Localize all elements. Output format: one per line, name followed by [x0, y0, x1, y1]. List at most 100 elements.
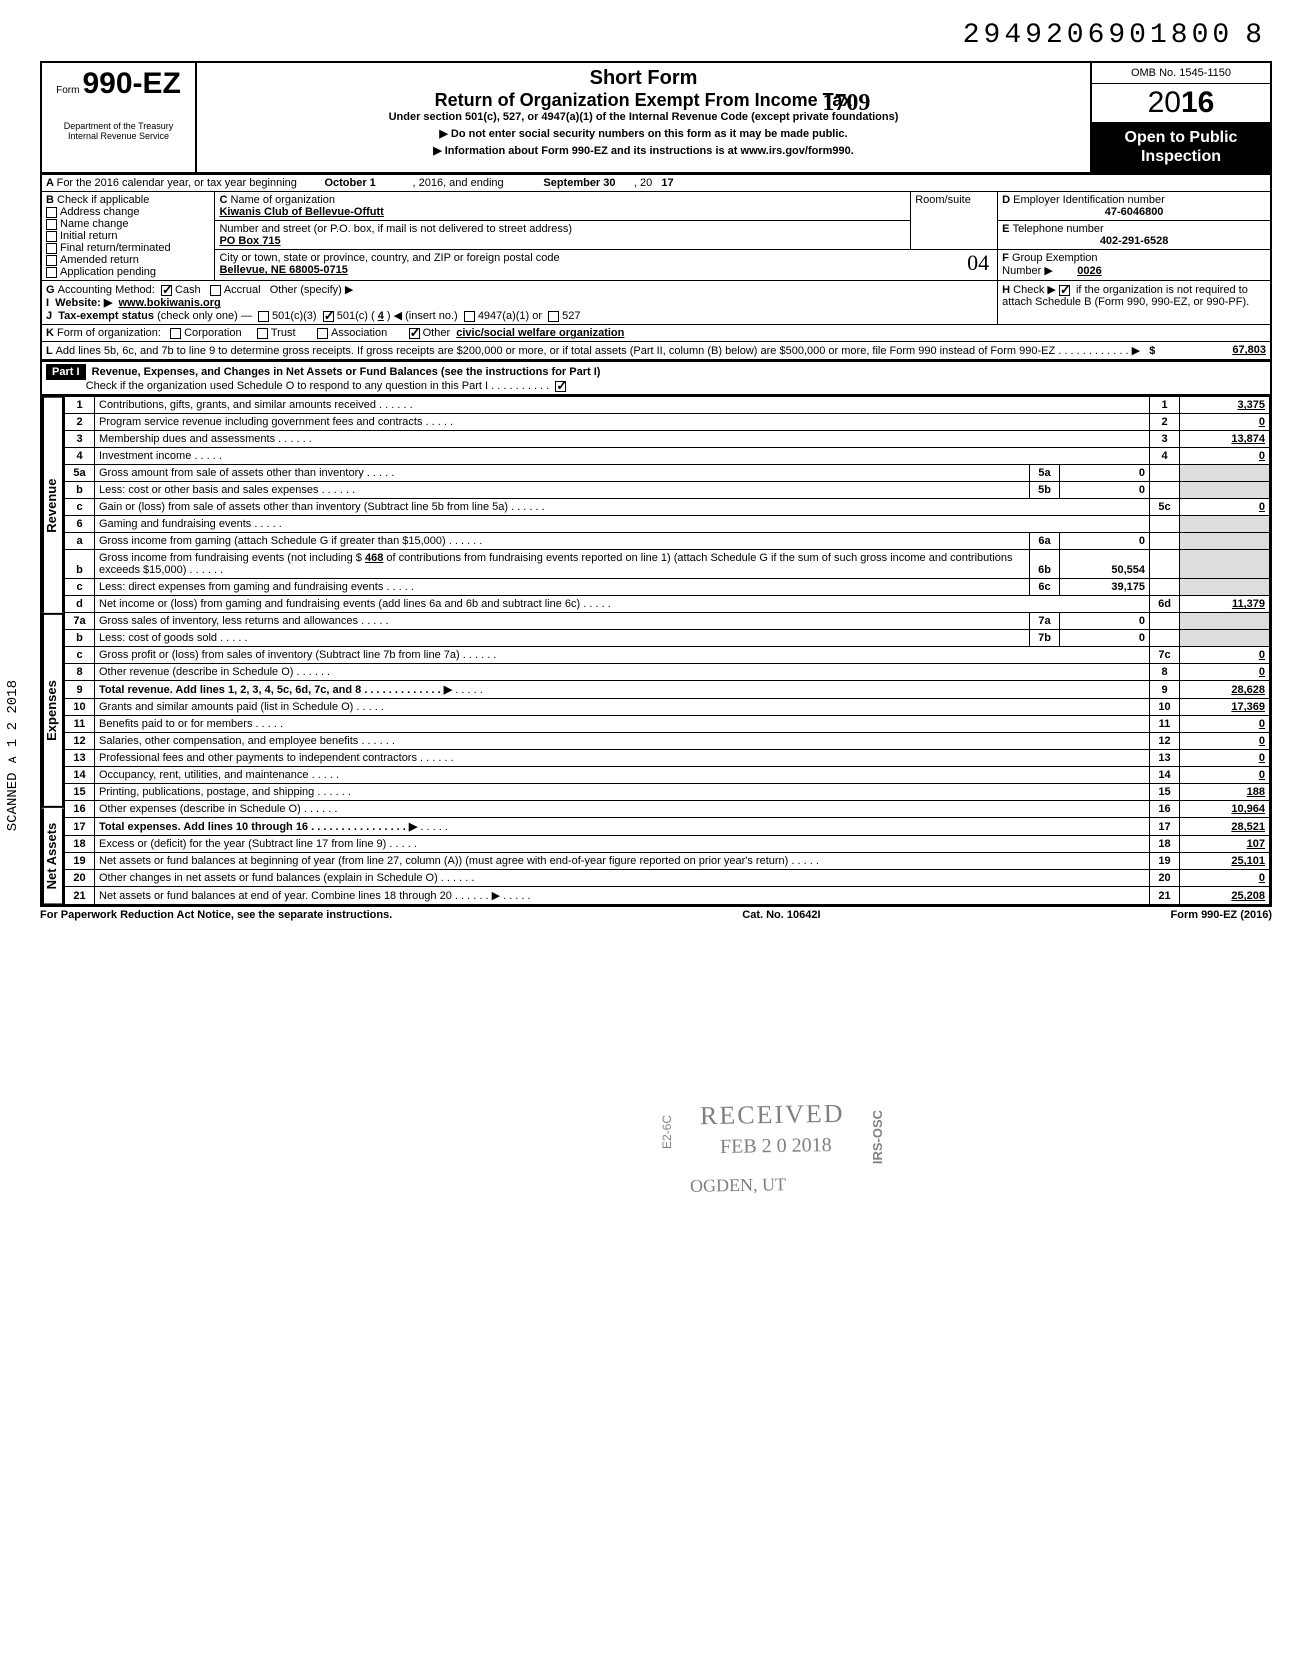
line-number: 11 — [65, 716, 95, 733]
section-e: E Telephone number 402-291-6528 — [998, 221, 1271, 250]
checkbox-501c[interactable] — [323, 311, 334, 322]
section-c-addr: Number and street (or P.O. box, if mail … — [215, 221, 911, 250]
line-number: c — [65, 579, 95, 596]
j-501c-num: 4 — [378, 310, 384, 322]
section-k: K Form of organization: Corporation Trus… — [41, 325, 1271, 342]
f-label: Group Exemption — [1012, 252, 1098, 264]
line-number: 7a — [65, 613, 95, 630]
line-amount: 0 — [1180, 448, 1270, 465]
line-items-table: 1Contributions, gifts, grants, and simil… — [64, 396, 1270, 905]
checkbox-other-org[interactable] — [409, 328, 420, 339]
line-amount: 0 — [1180, 647, 1270, 664]
line-amount: 10,964 — [1180, 801, 1270, 818]
line-row: 21Net assets or fund balances at end of … — [65, 887, 1270, 905]
grey-cell — [1180, 465, 1270, 482]
h-text: Check ▶ — [1013, 284, 1056, 296]
grey-cell — [1180, 613, 1270, 630]
line-number: 9 — [65, 681, 95, 699]
line-row: 2Program service revenue including gover… — [65, 414, 1270, 431]
sub-amount: 0 — [1060, 630, 1150, 647]
line-desc: Salaries, other compensation, and employ… — [95, 733, 1150, 750]
line-row: 1Contributions, gifts, grants, and simil… — [65, 397, 1270, 414]
line-number: 17 — [65, 818, 95, 836]
line-a-start: October 1 — [324, 177, 375, 189]
section-b: B Check if applicable Address change Nam… — [41, 192, 215, 281]
section-f: F Group Exemption Number ▶ 0026 — [998, 250, 1271, 281]
line-row: 6Gaming and fundraising events . . . . . — [65, 516, 1270, 533]
checkbox-accrual[interactable] — [210, 285, 221, 296]
line-desc: Grants and similar amounts paid (list in… — [95, 699, 1150, 716]
form-prefix: Form — [56, 85, 79, 96]
section-c-name: C Name of organization Kiwanis Club of B… — [215, 192, 911, 221]
checkbox-527[interactable] — [548, 311, 559, 322]
sub-box-number: 7b — [1030, 630, 1060, 647]
line-row: bGross income from fundraising events (n… — [65, 550, 1270, 579]
grey-cell — [1150, 465, 1180, 482]
checkbox-corp[interactable] — [170, 328, 181, 339]
line-desc: Total revenue. Add lines 1, 2, 3, 4, 5c,… — [95, 681, 1150, 699]
line-number: 19 — [65, 853, 95, 870]
stamp-e2: E2-6C — [660, 1115, 674, 1149]
line-number: 10 — [65, 699, 95, 716]
grey-cell — [1180, 579, 1270, 596]
line-row: 15Printing, publications, postage, and s… — [65, 784, 1270, 801]
checkbox-pending[interactable] — [46, 267, 57, 278]
line-number: 18 — [65, 836, 95, 853]
title-return: Return of Organization Exempt From Incom… — [435, 90, 853, 110]
line-a: A For the 2016 calendar year, or tax yea… — [41, 175, 1271, 192]
box-number: 14 — [1150, 767, 1180, 784]
line-amount: 28,521 — [1180, 818, 1270, 836]
line-desc: Other revenue (describe in Schedule O) .… — [95, 664, 1150, 681]
sub-box-number: 7a — [1030, 613, 1060, 630]
dept-treasury: Department of the Treasury — [46, 121, 191, 131]
checkbox-trust[interactable] — [257, 328, 268, 339]
box-number: 6d — [1150, 596, 1180, 613]
grey-cell — [1180, 533, 1270, 550]
line-amount: 0 — [1180, 414, 1270, 431]
line-desc: Investment income . . . . . — [95, 448, 1150, 465]
line-desc: Other expenses (describe in Schedule O) … — [95, 801, 1150, 818]
open-line1: Open to Public — [1125, 129, 1238, 146]
line-desc: Gross sales of inventory, less returns a… — [95, 613, 1030, 630]
line-row: 12Salaries, other compensation, and empl… — [65, 733, 1270, 750]
checkbox-schedule-o[interactable] — [555, 381, 566, 392]
line-row: 13Professional fees and other payments t… — [65, 750, 1270, 767]
checkbox-assoc[interactable] — [317, 328, 328, 339]
line-amount: 13,874 — [1180, 431, 1270, 448]
checkbox-name-change[interactable] — [46, 219, 57, 230]
phone-value: 402-291-6528 — [1002, 235, 1266, 247]
checkbox-schedule-b[interactable] — [1059, 285, 1070, 296]
checkbox-final-return[interactable] — [46, 243, 57, 254]
section-d: D Employer Identification number 47-6046… — [998, 192, 1271, 221]
line-number: b — [65, 550, 95, 579]
line-desc: Professional fees and other payments to … — [95, 750, 1150, 767]
checkbox-cash[interactable] — [161, 285, 172, 296]
checkbox-address-change[interactable] — [46, 207, 57, 218]
line-desc: Occupancy, rent, utilities, and maintena… — [95, 767, 1150, 784]
j-527: 527 — [562, 310, 580, 322]
box-number: 16 — [1150, 801, 1180, 818]
line-desc: Other changes in net assets or fund bala… — [95, 870, 1150, 887]
line-desc: Net assets or fund balances at end of ye… — [95, 887, 1150, 905]
line-number: 13 — [65, 750, 95, 767]
checkbox-4947[interactable] — [464, 311, 475, 322]
line-a-end: September 30 — [543, 177, 615, 189]
checkbox-amended[interactable] — [46, 255, 57, 266]
line-number: 16 — [65, 801, 95, 818]
box-number: 4 — [1150, 448, 1180, 465]
line-row: 17Total expenses. Add lines 10 through 1… — [65, 818, 1270, 836]
checkbox-501c3[interactable] — [258, 311, 269, 322]
line-number: 12 — [65, 733, 95, 750]
line-number: 8 — [65, 664, 95, 681]
stamp-irs: IRS-OSC — [870, 1110, 885, 1164]
box-number: 3 — [1150, 431, 1180, 448]
l-amount: 67,803 — [1232, 344, 1266, 356]
line-a-yr: 17 — [661, 177, 673, 189]
line-amount: 0 — [1180, 499, 1270, 516]
section-g-i: G Accounting Method: Cash Accrual Other … — [41, 281, 998, 325]
line-row: 8Other revenue (describe in Schedule O) … — [65, 664, 1270, 681]
checkbox-initial-return[interactable] — [46, 231, 57, 242]
line-number: a — [65, 533, 95, 550]
line-desc: Total expenses. Add lines 10 through 16 … — [95, 818, 1150, 836]
line-number: 3 — [65, 431, 95, 448]
